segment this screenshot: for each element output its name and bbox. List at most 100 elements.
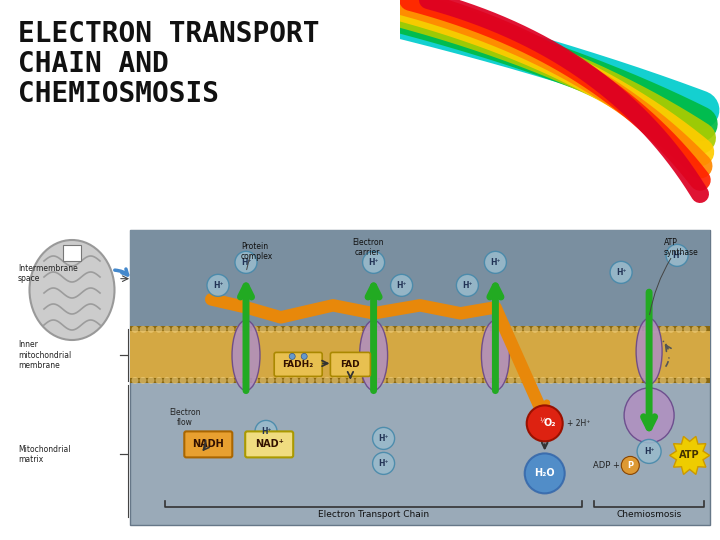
- Text: ATP
synthase: ATP synthase: [664, 238, 698, 258]
- Circle shape: [387, 326, 395, 333]
- Text: FADH₂: FADH₂: [282, 360, 314, 369]
- Circle shape: [284, 326, 290, 333]
- Circle shape: [603, 326, 611, 333]
- Circle shape: [391, 274, 413, 296]
- Circle shape: [652, 377, 659, 384]
- Circle shape: [500, 377, 506, 384]
- Text: Electron
carrier: Electron carrier: [352, 238, 384, 258]
- Polygon shape: [670, 436, 710, 475]
- Bar: [130, 327, 710, 383]
- Circle shape: [611, 326, 618, 333]
- Circle shape: [363, 251, 384, 273]
- Circle shape: [268, 326, 274, 333]
- Circle shape: [484, 377, 490, 384]
- Circle shape: [284, 377, 290, 384]
- Circle shape: [644, 377, 650, 384]
- Text: H⁺: H⁺: [378, 459, 389, 468]
- Text: H⁺: H⁺: [490, 258, 500, 267]
- Circle shape: [292, 377, 299, 384]
- Circle shape: [564, 326, 570, 333]
- Circle shape: [259, 326, 266, 333]
- Circle shape: [171, 326, 179, 333]
- Circle shape: [251, 377, 258, 384]
- Circle shape: [683, 326, 690, 333]
- Text: H⁺: H⁺: [378, 434, 389, 443]
- Text: ATP: ATP: [680, 450, 700, 461]
- Circle shape: [516, 377, 523, 384]
- Text: ADP +: ADP +: [593, 461, 620, 470]
- Text: Electron
flow: Electron flow: [169, 408, 201, 427]
- Circle shape: [619, 377, 626, 384]
- Text: H₂O: H₂O: [534, 468, 555, 478]
- Circle shape: [564, 377, 570, 384]
- Text: NAD⁺: NAD⁺: [255, 440, 284, 449]
- Circle shape: [243, 326, 251, 333]
- Circle shape: [475, 377, 482, 384]
- Circle shape: [301, 353, 307, 360]
- Circle shape: [619, 326, 626, 333]
- Circle shape: [235, 377, 243, 384]
- Bar: [130, 326, 710, 332]
- Circle shape: [675, 377, 683, 384]
- Circle shape: [428, 377, 434, 384]
- Circle shape: [420, 326, 426, 333]
- Circle shape: [255, 421, 277, 442]
- Circle shape: [667, 326, 675, 333]
- Circle shape: [525, 454, 564, 494]
- Circle shape: [132, 377, 138, 384]
- Circle shape: [307, 377, 315, 384]
- Circle shape: [187, 326, 194, 333]
- Circle shape: [372, 326, 379, 333]
- Circle shape: [621, 456, 639, 475]
- Text: Mitochondrial
matrix: Mitochondrial matrix: [18, 444, 71, 464]
- Bar: [130, 230, 710, 525]
- Circle shape: [300, 326, 307, 333]
- Ellipse shape: [30, 240, 114, 340]
- Circle shape: [373, 427, 395, 449]
- Circle shape: [156, 326, 163, 333]
- Circle shape: [516, 326, 523, 333]
- FancyBboxPatch shape: [330, 353, 370, 376]
- Circle shape: [451, 377, 459, 384]
- Circle shape: [243, 377, 251, 384]
- Circle shape: [467, 377, 474, 384]
- Circle shape: [508, 326, 515, 333]
- Circle shape: [611, 377, 618, 384]
- Text: H⁺: H⁺: [369, 258, 379, 267]
- Ellipse shape: [359, 320, 387, 390]
- Bar: [130, 379, 710, 383]
- Text: Protein
complex: Protein complex: [241, 242, 274, 261]
- Circle shape: [531, 326, 539, 333]
- Ellipse shape: [624, 388, 674, 443]
- Text: Inner
mitochondrial
membrane: Inner mitochondrial membrane: [18, 341, 71, 370]
- Circle shape: [395, 377, 402, 384]
- Circle shape: [228, 377, 235, 384]
- Circle shape: [603, 377, 611, 384]
- Text: + 2H⁺: + 2H⁺: [567, 419, 590, 428]
- Circle shape: [451, 326, 459, 333]
- Text: H⁺: H⁺: [212, 281, 223, 290]
- Circle shape: [436, 326, 443, 333]
- Circle shape: [163, 326, 171, 333]
- Circle shape: [340, 326, 346, 333]
- Circle shape: [212, 377, 218, 384]
- Circle shape: [340, 377, 346, 384]
- Circle shape: [348, 326, 354, 333]
- Circle shape: [196, 326, 202, 333]
- Text: NADH: NADH: [192, 440, 224, 449]
- Text: H⁺: H⁺: [261, 427, 271, 436]
- Circle shape: [467, 326, 474, 333]
- Text: Chemiosmosis: Chemiosmosis: [616, 510, 682, 519]
- Text: H⁺: H⁺: [616, 268, 626, 277]
- Circle shape: [683, 377, 690, 384]
- Text: H⁺: H⁺: [644, 447, 654, 456]
- Text: H⁺: H⁺: [672, 251, 683, 260]
- Circle shape: [539, 377, 546, 384]
- Circle shape: [580, 326, 587, 333]
- Circle shape: [556, 326, 562, 333]
- Circle shape: [644, 326, 650, 333]
- Text: O₂: O₂: [544, 418, 556, 428]
- Circle shape: [610, 261, 632, 284]
- Circle shape: [387, 377, 395, 384]
- Ellipse shape: [482, 320, 510, 390]
